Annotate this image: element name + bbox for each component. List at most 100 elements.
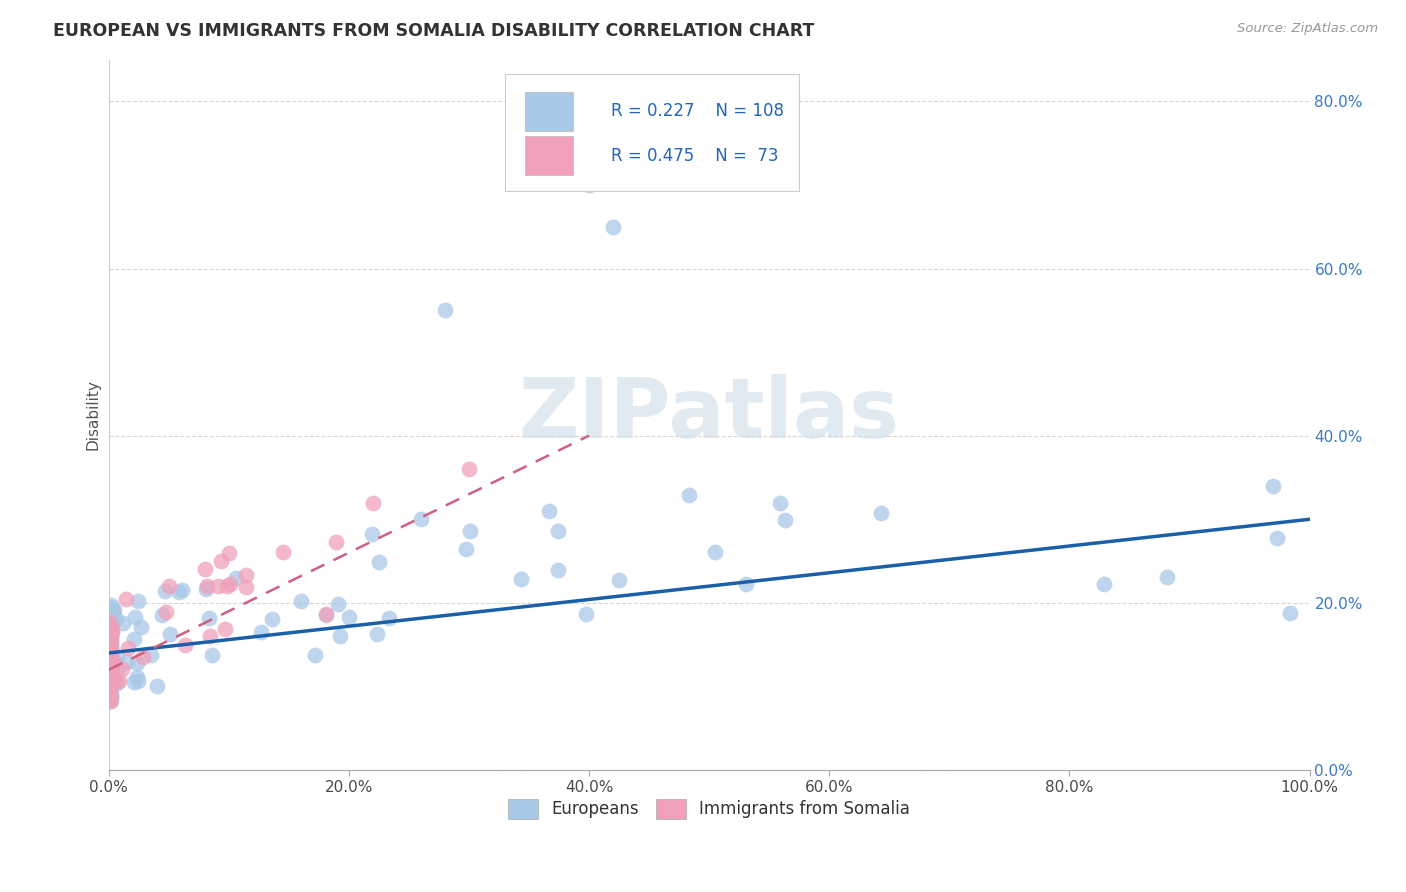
Point	[198, 611, 221, 625]
Point	[100, 648, 122, 663]
Point	[150, 608, 173, 623]
Point	[98, 692, 121, 706]
Point	[111, 662, 134, 676]
Point	[100, 655, 122, 669]
Point	[159, 627, 181, 641]
Point	[100, 605, 122, 619]
Point	[575, 607, 598, 621]
Legend: Europeans, Immigrants from Somalia: Europeans, Immigrants from Somalia	[502, 792, 917, 826]
Point	[250, 625, 273, 640]
Point	[108, 673, 131, 688]
Point	[100, 621, 122, 635]
Point	[98, 641, 121, 656]
Point	[100, 643, 122, 657]
Point	[101, 662, 124, 676]
Point	[101, 624, 124, 638]
Point	[98, 645, 121, 659]
Point	[101, 671, 124, 685]
Point	[100, 624, 122, 638]
Point	[100, 649, 122, 664]
Point	[124, 632, 146, 646]
Point	[547, 563, 569, 577]
Point	[100, 646, 122, 660]
Point	[262, 612, 284, 626]
Point	[98, 650, 121, 665]
Point	[304, 648, 326, 663]
Point	[153, 583, 176, 598]
Point	[100, 665, 122, 679]
Point	[100, 689, 122, 703]
Point	[1156, 569, 1178, 583]
Point	[328, 598, 350, 612]
Point	[869, 506, 891, 520]
Point	[100, 639, 122, 653]
Point	[98, 672, 121, 686]
Point	[235, 580, 257, 594]
Text: Source: ZipAtlas.com: Source: ZipAtlas.com	[1237, 22, 1378, 36]
Point	[98, 669, 121, 683]
Point	[100, 642, 122, 657]
Point	[100, 622, 122, 636]
Point	[98, 671, 121, 685]
Text: ZIPatlas: ZIPatlas	[519, 375, 900, 455]
Point	[100, 668, 122, 682]
Point	[98, 630, 121, 644]
Point	[170, 582, 193, 597]
Point	[100, 630, 122, 644]
Point	[100, 636, 122, 650]
Point	[100, 605, 122, 619]
Point	[325, 535, 347, 549]
Point	[100, 621, 122, 635]
Point	[100, 632, 122, 647]
Point	[127, 670, 149, 684]
Point	[433, 303, 456, 318]
Text: EUROPEAN VS IMMIGRANTS FROM SOMALIA DISABILITY CORRELATION CHART: EUROPEAN VS IMMIGRANTS FROM SOMALIA DISA…	[53, 22, 815, 40]
Point	[98, 662, 121, 676]
Point	[194, 582, 217, 596]
Point	[100, 667, 122, 681]
Point	[98, 627, 121, 641]
Point	[194, 562, 217, 576]
Point	[547, 524, 569, 539]
Point	[100, 652, 122, 666]
Point	[100, 653, 122, 667]
Point	[578, 178, 600, 192]
Point	[98, 624, 121, 638]
Point	[98, 685, 121, 699]
Y-axis label: Disability: Disability	[86, 379, 100, 450]
Point	[735, 577, 758, 591]
Point	[157, 579, 180, 593]
Point	[100, 628, 122, 642]
Point	[100, 647, 122, 661]
Point	[100, 598, 122, 612]
Point	[98, 681, 121, 696]
Point	[1092, 576, 1115, 591]
Text: R = 0.227    N = 108: R = 0.227 N = 108	[612, 103, 785, 120]
Point	[366, 626, 388, 640]
Point	[100, 629, 122, 643]
Point	[98, 648, 121, 662]
Point	[127, 674, 149, 689]
Point	[101, 600, 124, 615]
Point	[100, 659, 122, 673]
Point	[104, 673, 127, 688]
Point	[98, 679, 121, 693]
Point	[607, 574, 630, 588]
Point	[125, 656, 148, 670]
Text: R = 0.475    N =  73: R = 0.475 N = 73	[612, 146, 779, 164]
Point	[100, 689, 122, 703]
Point	[111, 615, 134, 630]
Point	[98, 632, 121, 647]
Point	[98, 636, 121, 650]
Point	[218, 576, 240, 591]
Point	[207, 579, 229, 593]
Point	[98, 692, 121, 706]
Point	[98, 673, 121, 687]
FancyBboxPatch shape	[505, 74, 799, 191]
Point	[173, 638, 195, 652]
Point	[131, 650, 153, 665]
Point	[100, 646, 122, 660]
Point	[1267, 531, 1289, 545]
Point	[100, 624, 122, 638]
Point	[98, 632, 121, 647]
